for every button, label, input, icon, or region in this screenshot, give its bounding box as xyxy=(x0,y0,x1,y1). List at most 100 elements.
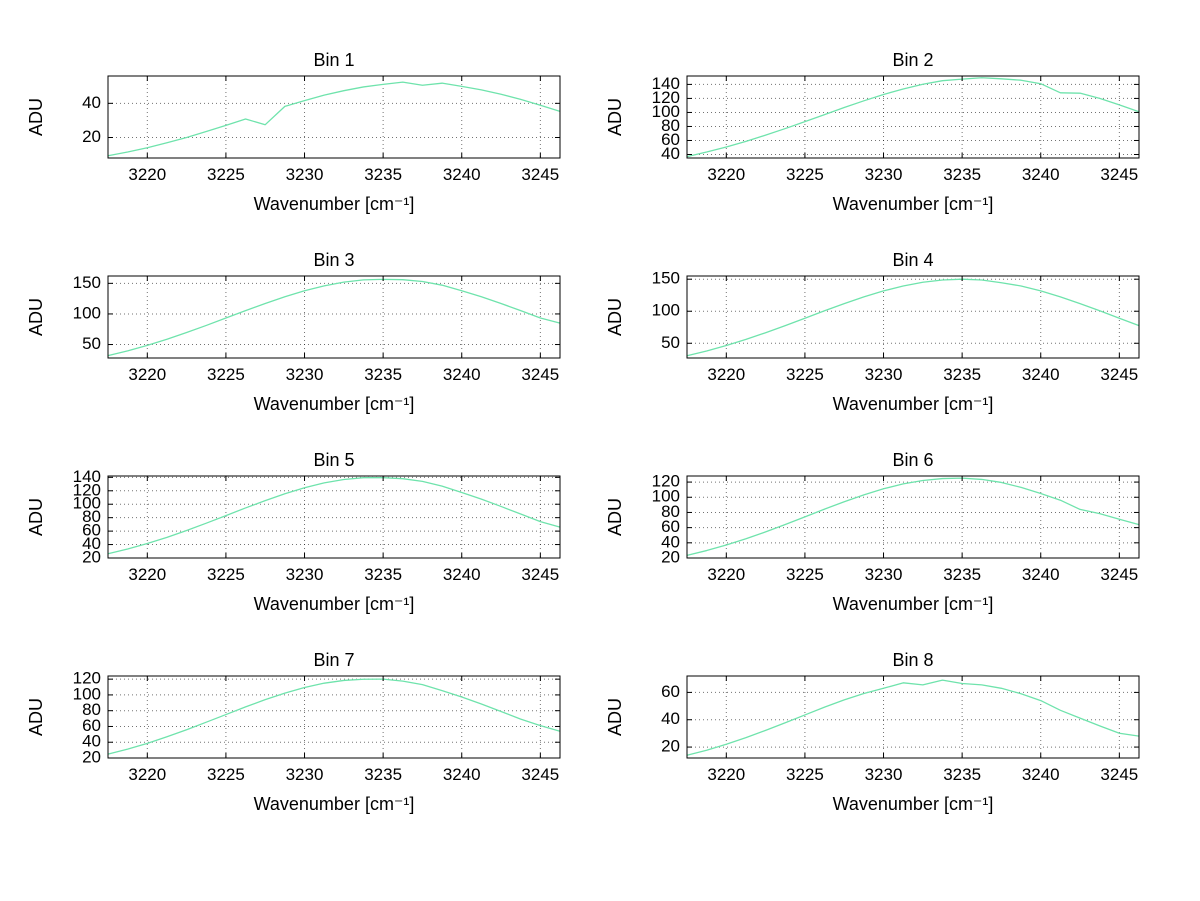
x-tick-label: 3240 xyxy=(1022,765,1060,784)
y-axis-label: ADU xyxy=(26,698,46,736)
subplot-bin-3: 3220 3225 3230 3235 3240 3245 50 100 150 Bin 3 Wav… xyxy=(26,250,561,414)
chart-title: Bin 3 xyxy=(313,250,354,270)
subplot-cell-3: 3220 3225 3230 3235 3240 3245 50 100 150 Bin 3 Wav… xyxy=(16,246,581,446)
spectrum-line xyxy=(686,278,1140,357)
spectrum-line xyxy=(107,477,561,555)
subplot-cell-1: 3220 3225 3230 3235 3240 3245 20 40 Bin 1 Wavenum… xyxy=(16,46,581,246)
x-tick-label: 3225 xyxy=(786,365,824,384)
plot-box xyxy=(107,275,561,359)
x-tick-label: 3220 xyxy=(128,165,166,184)
chart-title: Bin 5 xyxy=(313,450,354,470)
chart-title: Bin 7 xyxy=(313,650,354,670)
y-tick-label: 20 xyxy=(82,747,101,766)
x-tick-label: 3245 xyxy=(521,565,559,584)
y-tick-label: 100 xyxy=(652,301,680,320)
x-tick-label: 3235 xyxy=(943,565,981,584)
y-tick-label: 40 xyxy=(661,709,680,728)
subplot-bin-5: 3220 3225 3230 3235 3240 3245 2040608010012014… xyxy=(26,450,561,614)
x-tick-label: 3245 xyxy=(1100,365,1138,384)
x-tick-label: 3235 xyxy=(943,765,981,784)
y-tick-label: 60 xyxy=(661,517,680,536)
x-tick-label: 3245 xyxy=(521,165,559,184)
plot-box xyxy=(107,75,561,159)
y-tick-label: 80 xyxy=(82,700,101,719)
x-tick-label: 3230 xyxy=(286,365,324,384)
x-axis-label: Wavenumber [cm⁻¹] xyxy=(254,194,415,214)
subplot-cell-6: 3220 3225 3230 3235 3240 3245 20 40 60 80 100 120 Bi… xyxy=(595,446,1160,646)
x-axis-label: Wavenumber [cm⁻¹] xyxy=(833,194,994,214)
subplot-cell-2: 3220 3225 3230 3235 3240 3245 40 60 80 100 120 140 B… xyxy=(595,46,1160,246)
y-tick-label: 20 xyxy=(661,737,680,756)
y-tick-label: 80 xyxy=(82,507,101,526)
x-axis-label: Wavenumber [cm⁻¹] xyxy=(254,794,415,814)
chart-title: Bin 1 xyxy=(313,50,354,70)
x-tick-label: 3240 xyxy=(1022,165,1060,184)
y-tick-label: 120 xyxy=(652,472,680,491)
x-tick-label: 3220 xyxy=(128,365,166,384)
x-tick-label: 3245 xyxy=(1100,565,1138,584)
y-tick-label: 80 xyxy=(661,116,680,135)
y-tick-label: 60 xyxy=(82,521,101,540)
x-tick-label: 3220 xyxy=(128,765,166,784)
x-tick-label: 3225 xyxy=(786,765,824,784)
plot-box xyxy=(686,75,1140,159)
subplot-cell-4: 3220 3225 3230 3235 3240 3245 50 100 150 Bin 4 Wav… xyxy=(595,246,1160,446)
y-tick-label: 140 xyxy=(73,467,101,486)
x-tick-label: 3225 xyxy=(786,165,824,184)
y-tick-label: 80 xyxy=(661,502,680,521)
plot-box xyxy=(107,675,561,759)
x-tick-label: 3235 xyxy=(364,765,402,784)
x-tick-label: 3240 xyxy=(1022,565,1060,584)
y-axis-label: ADU xyxy=(26,498,46,536)
x-tick-label: 3235 xyxy=(364,165,402,184)
y-tick-label: 20 xyxy=(82,127,101,146)
x-axis-label: Wavenumber [cm⁻¹] xyxy=(254,394,415,414)
subplot-cell-8: 3220 3225 3230 3235 3240 3245 20 40 60 Bin 8 Waven… xyxy=(595,646,1160,846)
chart-title: Bin 2 xyxy=(892,50,933,70)
plot-box xyxy=(686,675,1140,759)
y-tick-label: 100 xyxy=(652,102,680,121)
x-tick-label: 3225 xyxy=(207,165,245,184)
y-tick-label: 40 xyxy=(82,732,101,751)
x-tick-label: 3240 xyxy=(443,165,481,184)
y-tick-label: 100 xyxy=(73,494,101,513)
spectrum-line xyxy=(686,77,1140,158)
x-axis-label: Wavenumber [cm⁻¹] xyxy=(833,394,994,414)
y-tick-label: 140 xyxy=(652,74,680,93)
y-tick-label: 60 xyxy=(82,716,101,735)
x-tick-label: 3230 xyxy=(865,765,903,784)
y-axis-label: ADU xyxy=(26,298,46,336)
x-tick-label: 3230 xyxy=(865,365,903,384)
plot-box xyxy=(686,275,1140,359)
spectrum-line xyxy=(107,678,561,755)
x-axis-label: Wavenumber [cm⁻¹] xyxy=(833,794,994,814)
x-tick-label: 3225 xyxy=(207,565,245,584)
x-axis-label: Wavenumber [cm⁻¹] xyxy=(254,594,415,614)
x-tick-label: 3235 xyxy=(364,365,402,384)
chart-title: Bin 4 xyxy=(892,250,933,270)
x-tick-label: 3230 xyxy=(286,765,324,784)
x-tick-label: 3230 xyxy=(286,165,324,184)
spectrum-line xyxy=(686,477,1140,556)
y-tick-label: 120 xyxy=(73,669,101,688)
chart-title: Bin 6 xyxy=(892,450,933,470)
x-tick-label: 3230 xyxy=(286,565,324,584)
x-tick-label: 3220 xyxy=(707,565,745,584)
x-tick-label: 3220 xyxy=(707,165,745,184)
subplot-bin-8: 3220 3225 3230 3235 3240 3245 20 40 60 Bin 8 Waven… xyxy=(605,650,1140,814)
x-tick-label: 3220 xyxy=(707,365,745,384)
y-tick-label: 40 xyxy=(82,93,101,112)
subplot-cell-5: 3220 3225 3230 3235 3240 3245 20 40 60 80 100 120 14… xyxy=(16,446,581,646)
spectrum-line xyxy=(107,278,561,357)
y-tick-label: 150 xyxy=(652,269,680,288)
x-axis-label: Wavenumber [cm⁻¹] xyxy=(833,594,994,614)
y-tick-label: 60 xyxy=(661,130,680,149)
y-tick-label: 150 xyxy=(73,273,101,292)
x-tick-label: 3230 xyxy=(865,165,903,184)
x-tick-label: 3220 xyxy=(707,765,745,784)
chart-title: Bin 8 xyxy=(892,650,933,670)
